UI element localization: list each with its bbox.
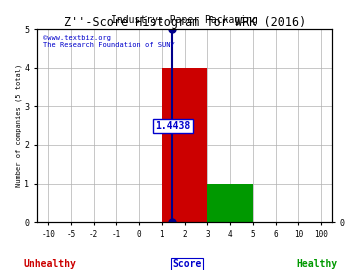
Title: Z''-Score Histogram for WRK (2016): Z''-Score Histogram for WRK (2016) (63, 16, 306, 29)
Text: Healthy: Healthy (296, 259, 337, 269)
Bar (162, 68, 207, 222)
Bar (207, 184, 253, 222)
Text: Score: Score (172, 259, 202, 269)
Text: ©www.textbiz.org
The Research Foundation of SUNY: ©www.textbiz.org The Research Foundation… (43, 35, 175, 48)
Text: Industry: Paper Packaging: Industry: Paper Packaging (111, 15, 258, 25)
Text: Unhealthy: Unhealthy (24, 259, 77, 269)
Y-axis label: Number of companies (5 total): Number of companies (5 total) (15, 64, 22, 187)
Text: 1.4438: 1.4438 (156, 121, 191, 131)
